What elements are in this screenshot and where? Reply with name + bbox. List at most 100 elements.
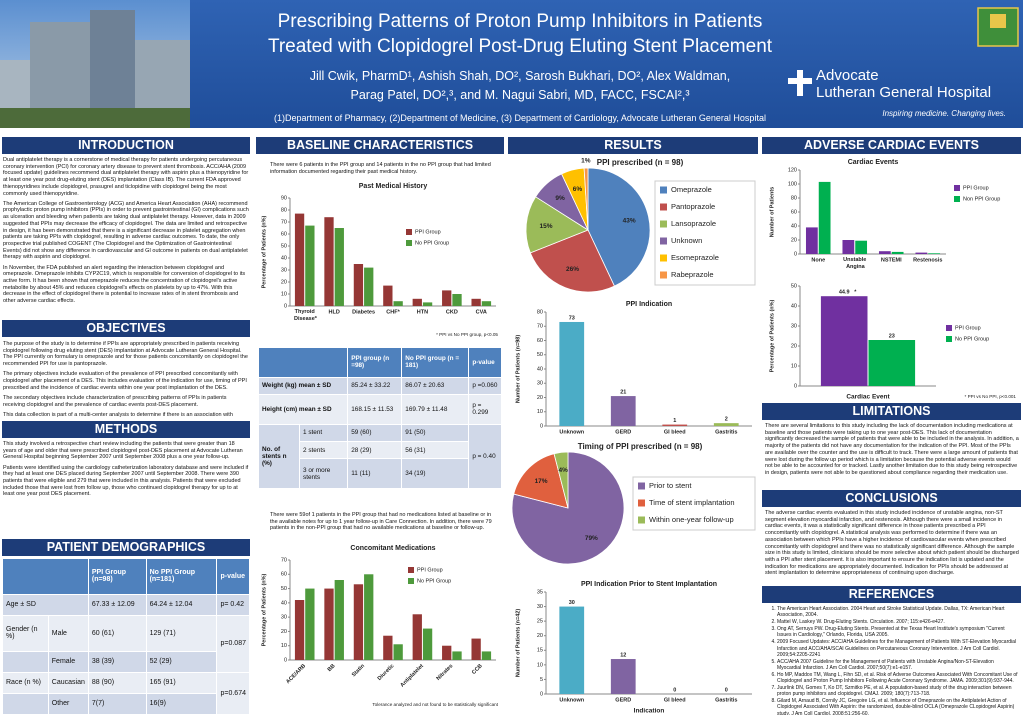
y-tick-label: 40 (281, 600, 287, 606)
bar (393, 644, 403, 660)
y-tick-label: 40 (281, 255, 287, 261)
legend-label: PPI Group (955, 325, 981, 331)
y-tick-label: 25 (537, 619, 543, 625)
x-tick-label: ACE/ARB (285, 663, 307, 685)
y-tick-label: 10 (281, 291, 287, 297)
pie-slice (513, 453, 569, 509)
y-tick-label: 0 (284, 657, 287, 663)
y-tick-label: 70 (281, 219, 287, 225)
x-tick-label: BB (327, 663, 337, 673)
limitations-text: There are several limitations to this st… (765, 423, 1019, 489)
cell: 59 (60) (347, 423, 403, 442)
legend-label: No PPI Group (417, 578, 451, 584)
cell: Height (cm) mean ± SD (257, 393, 349, 425)
bar (878, 251, 891, 254)
bar (868, 340, 916, 386)
paragraph: The American College of Gastroenterology… (3, 200, 249, 261)
introduction-text: Dual antiplatelet therapy is a cornersto… (3, 157, 249, 318)
chart-title: Past Medical History (359, 183, 428, 190)
y-tick-label: 40 (791, 303, 797, 309)
paragraph: The adverse cardiac events evaluated in … (765, 510, 1019, 577)
legend-label: Prior to stent (649, 481, 692, 490)
legend-label: Omeprazole (671, 185, 712, 194)
legend-swatch (954, 185, 960, 191)
y-tick-label: 20 (537, 395, 543, 401)
cell: 86.07 ± 20.63 (401, 376, 470, 395)
data-label: 12 (620, 652, 626, 658)
bar (422, 628, 433, 660)
data-label: 1 (673, 418, 676, 424)
chart: Cardiac Events 0 20 40 60 80 100 120 None Unstabl… (769, 159, 1000, 271)
slice-label: 15% (540, 223, 553, 230)
y-tick-label: 80 (791, 195, 797, 201)
y-tick-label: 20 (537, 633, 543, 639)
y-tick-label: 70 (537, 324, 543, 330)
y-tick-label: 30 (537, 381, 543, 387)
cell: Race (n %) (2, 671, 49, 694)
bar (294, 213, 305, 306)
bar (305, 225, 315, 306)
y-tick-label: 30 (281, 267, 287, 273)
section-heading: BASELINE CHARACTERISTICS (256, 137, 504, 154)
chart: PPI prescribed (n = 98) 43% 26% 15% 9% 6% 1% Om… (525, 157, 756, 293)
cell: No PPI Group (n=181) (145, 558, 218, 595)
reference: The American Heart Association. 2004 Hea… (777, 606, 1019, 618)
cell (2, 692, 49, 716)
building-photo (0, 0, 190, 128)
slice-label: 79% (585, 535, 598, 542)
slice-label: 1% (581, 157, 591, 164)
cell: Gender (n %) (2, 614, 49, 652)
reference-items: The American Heart Association. 2004 Hea… (765, 606, 1019, 715)
objectives-text: The purpose of the study is to determine… (3, 341, 249, 419)
legend-swatch (660, 220, 667, 228)
y-tick-label: 40 (791, 223, 797, 229)
paragraph: This study involved a retrospective char… (3, 441, 243, 461)
legend-label: PPI Group (415, 229, 441, 235)
legend-label: Lansoprazole (671, 219, 716, 228)
y-tick-label: 10 (281, 643, 287, 649)
cell: 169.79 ± 11.48 (401, 393, 470, 425)
y-tick-label: 10 (537, 409, 543, 415)
bar (713, 423, 739, 426)
slice-label: 4% (559, 467, 569, 474)
methods-text: This study involved a retrospective char… (3, 441, 249, 533)
legend-swatch (660, 254, 667, 262)
reference: Mattel W, Laskey W. Drug-Eluting Stents.… (777, 619, 1019, 625)
cell: 64.24 ± 12.04 (145, 593, 218, 616)
chart: PPI Indication Prior to Stent Implantati… (515, 581, 752, 715)
cell: 88 (90) (87, 671, 147, 694)
bar (383, 635, 393, 660)
reference: ACC/AHA 2007 Guideline for the Managemen… (777, 659, 1019, 671)
legend-label: Esomeprazole (671, 253, 719, 262)
cell: PPI group (n =98) (347, 347, 403, 378)
y-tick-label: 0 (284, 303, 287, 309)
cell: Female (47, 650, 89, 673)
bar (559, 321, 585, 426)
bar (324, 588, 334, 660)
x-tick-label: Gastritis (715, 429, 737, 435)
cell: 168.15 ± 11.53 (347, 393, 403, 425)
paragraph: This data collection is part of a multi-… (3, 411, 241, 419)
legend-swatch (408, 567, 414, 573)
data-label: 2 (725, 417, 728, 423)
cell: No PPI group (n = 181) (401, 347, 470, 378)
legend-swatch (946, 336, 952, 342)
bar (928, 253, 941, 254)
x-tick-label: Nitrates (436, 663, 455, 682)
data-label: 23 (889, 333, 895, 339)
legend-swatch (638, 482, 645, 490)
cell: 38 (39) (87, 650, 147, 673)
x-tick-label: CVA (476, 309, 487, 315)
y-tick-label: 10 (791, 363, 797, 369)
cell: PPI Group (n=98) (87, 558, 147, 595)
bar (442, 290, 452, 306)
y-tick-label: 50 (281, 586, 287, 592)
y-tick-label: 60 (537, 338, 543, 344)
y-tick-label: 50 (537, 352, 543, 358)
bar (452, 651, 462, 660)
slice-label: 6% (573, 186, 583, 193)
slice-label: 9% (555, 195, 565, 202)
bar (842, 240, 855, 254)
cell: p = 0.299 (468, 393, 502, 425)
